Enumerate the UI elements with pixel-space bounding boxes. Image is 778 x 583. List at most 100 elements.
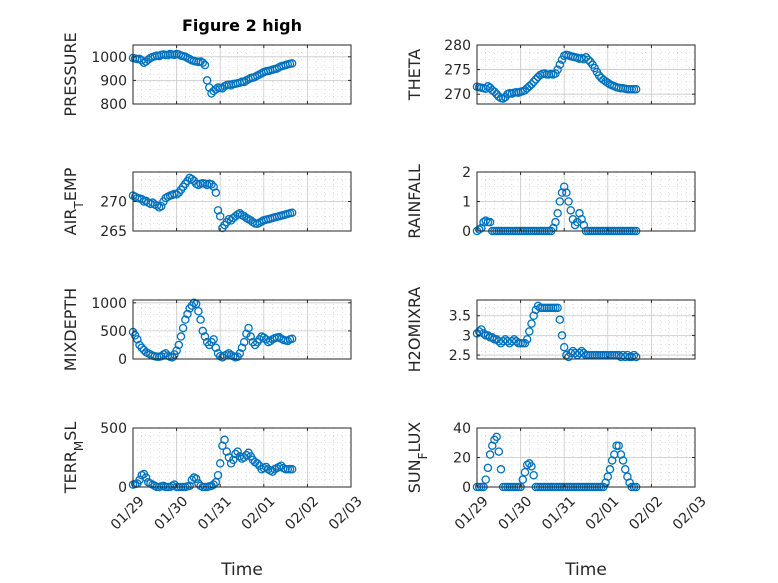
data-point [559, 342, 569, 352]
data-point [594, 71, 604, 80]
data-point [141, 473, 151, 482]
data-point [172, 346, 181, 355]
data-point [196, 315, 205, 324]
x-axis-label: Time [564, 560, 607, 580]
data-point [287, 208, 297, 217]
data-point [481, 475, 490, 484]
axes-box [132, 427, 352, 488]
data-point [209, 335, 218, 344]
y-tick-label: 1000 [91, 50, 127, 66]
data-point [137, 194, 146, 204]
data-point [483, 463, 493, 473]
y-tick-label: 3.5 [449, 309, 471, 325]
series-markers [128, 435, 297, 492]
data-point [522, 335, 532, 344]
data-point [555, 60, 565, 69]
data-point [178, 323, 188, 333]
data-point [483, 331, 493, 340]
data-point [220, 435, 229, 445]
y-tick-label: 20 [453, 451, 471, 467]
series-markers [472, 301, 641, 362]
data-point [581, 53, 591, 62]
subplot-air_temp: 265 270 AIRTEMP [61, 167, 352, 240]
data-point [183, 309, 192, 319]
data-point [627, 352, 637, 362]
data-point [485, 217, 495, 227]
data-point [553, 65, 562, 74]
y-tick-label: 500 [100, 421, 127, 437]
data-point [479, 329, 488, 338]
y-tick-label: 275 [444, 63, 471, 79]
data-point [553, 303, 562, 313]
data-point [200, 60, 210, 70]
data-point [137, 343, 146, 353]
data-point [253, 459, 262, 468]
data-point [531, 75, 541, 84]
data-point [237, 343, 247, 353]
y-tick-label: 270 [444, 87, 471, 103]
data-point [244, 323, 253, 333]
data-point [553, 209, 562, 218]
y-tick-label: 1 [462, 195, 471, 211]
data-point [259, 333, 269, 342]
data-point [246, 332, 255, 341]
y-tick-label: 0 [462, 224, 471, 240]
data-point [496, 465, 506, 474]
data-point [625, 478, 634, 487]
data-point [191, 474, 201, 483]
data-point [218, 353, 227, 362]
data-point [555, 315, 565, 324]
y-tick-label: 900 [100, 73, 127, 89]
data-point [562, 188, 571, 197]
data-point [213, 470, 223, 480]
data-point [233, 447, 242, 456]
data-point [144, 55, 153, 64]
y-axis-label: THETA [405, 49, 424, 101]
data-point [235, 349, 245, 358]
y-tick-label: 0 [462, 480, 471, 496]
y-axis-label: PRESSURE [61, 32, 80, 116]
data-point [287, 334, 297, 344]
data-point [242, 450, 251, 460]
y-tick-label: 0 [118, 480, 127, 496]
y-axis-label: H2OMIXRA [405, 287, 424, 373]
chart-title: Figure 2 high [182, 16, 302, 35]
data-point [525, 327, 534, 336]
series-markers [128, 49, 297, 98]
y-tick-label: 2 [462, 165, 471, 181]
data-point [198, 326, 208, 336]
axes-box [476, 44, 696, 105]
data-point [211, 343, 221, 353]
data-point [525, 82, 534, 91]
y-tick-label: 3 [462, 328, 471, 344]
x-axis-label: Time [220, 560, 263, 580]
y-axis-label: RAINFALL [405, 164, 424, 239]
data-point [133, 335, 142, 344]
data-point [498, 94, 508, 103]
data-point [287, 59, 297, 68]
data-point [488, 333, 497, 342]
data-point [527, 319, 536, 328]
subplot-mixdepth: 0 500 1000 MIXDEPTH [61, 288, 352, 371]
data-point [620, 352, 630, 362]
series-markers [128, 173, 297, 233]
data-point [174, 340, 184, 350]
data-point [200, 332, 210, 341]
data-point [610, 450, 619, 459]
y-tick-label: 40 [453, 421, 471, 437]
axes-box [476, 299, 696, 360]
y-tick-label: 2.5 [449, 348, 471, 364]
data-point [518, 475, 528, 484]
data-point [520, 467, 530, 477]
data-point [564, 197, 573, 206]
subplot-pressure: 800 900 1000 PRESSURE Figure 2 high [61, 16, 352, 117]
axes-box [132, 299, 352, 360]
series-markers [472, 50, 641, 103]
y-tick-label: 265 [100, 224, 127, 240]
data-point [566, 206, 575, 215]
data-point [176, 332, 186, 341]
data-point [551, 217, 560, 227]
data-point [194, 306, 203, 316]
